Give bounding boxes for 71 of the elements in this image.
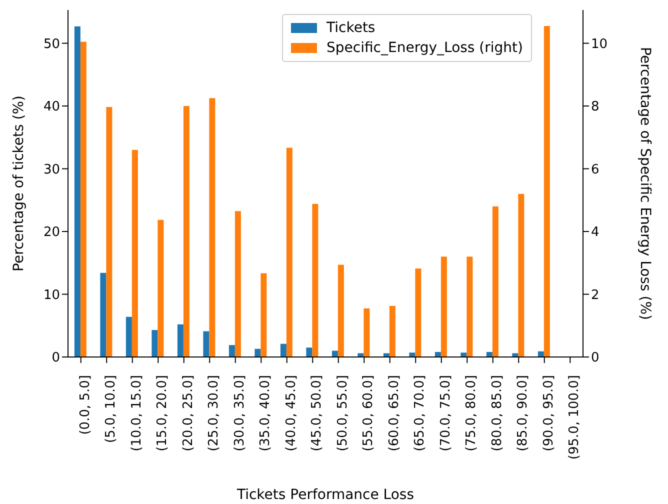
bar (512, 353, 518, 357)
bar (466, 256, 473, 357)
legend-label: Specific_Energy_Loss (right) (326, 39, 523, 58)
bar (434, 352, 441, 357)
bar (158, 220, 164, 357)
y2-tick-label: 4 (591, 225, 600, 240)
bar (177, 324, 184, 357)
y-tick-label: 0 (52, 350, 60, 366)
x-tick-label: (90.0, 95.0] (541, 375, 556, 452)
y-tick-label: 40 (43, 100, 60, 115)
y-tick-label: 10 (43, 288, 60, 303)
y-tick-label: 30 (43, 162, 60, 178)
bar (312, 204, 318, 357)
x-tick-label: (55.0, 60.0] (361, 375, 376, 452)
bar (234, 211, 241, 357)
y2-tick-label: 10 (591, 36, 608, 52)
x-tick-label: (40.0, 45.0] (284, 375, 299, 452)
bar (409, 352, 416, 357)
x-tick-label: (95.0, 100.0] (567, 375, 582, 460)
x-tick-label: (65.0, 70.0] (412, 375, 428, 452)
bar (132, 150, 138, 357)
y2-tick-label: 8 (591, 100, 600, 115)
bar (338, 264, 344, 357)
bar (389, 306, 396, 357)
bar (280, 344, 286, 357)
bar (152, 330, 158, 357)
y-tick-label: 20 (43, 225, 60, 240)
y2-tick-label: 2 (591, 288, 600, 303)
x-tick-label: (25.0, 30.0] (206, 375, 222, 452)
bar (183, 106, 190, 357)
x-tick-label: (60.0, 65.0] (386, 375, 402, 452)
x-tick-label: (20.0, 25.0] (180, 375, 196, 452)
bar (492, 206, 498, 357)
bar (209, 98, 216, 357)
y2-tick-label: 6 (591, 162, 600, 178)
bar (332, 350, 338, 357)
x-tick-label: (45.0, 50.0] (310, 375, 325, 452)
x-tick-label: (50.0, 55.0] (335, 375, 350, 452)
bar (440, 256, 447, 357)
bar (415, 268, 422, 357)
bar (203, 331, 210, 357)
x-tick-label: (0.0, 5.0] (78, 375, 93, 435)
bar (358, 353, 364, 357)
y-axis-title: Percentage of tickets (%) (10, 96, 27, 272)
bar (106, 106, 112, 357)
legend-label: Tickets (326, 19, 376, 38)
bar (228, 345, 235, 357)
x-tick-label: (10.0, 15.0] (129, 375, 144, 452)
x-tick-label: (70.0, 75.0] (438, 375, 454, 452)
x-tick-label: (80.0, 85.0] (490, 375, 505, 452)
bar (518, 194, 524, 357)
x-tick-label: (35.0, 40.0] (258, 375, 274, 452)
x-tick-label: (75.0, 80.0] (464, 375, 480, 452)
x-tick-label: (15.0, 20.0] (155, 375, 170, 452)
bar (544, 26, 550, 357)
y-tick-label: 50 (43, 36, 60, 52)
bar (460, 352, 467, 357)
bar (254, 348, 261, 357)
x-tick-label: (5.0, 10.0] (104, 375, 119, 444)
x-tick-label: (30.0, 35.0] (232, 375, 248, 452)
bar (260, 273, 267, 357)
bar (486, 352, 492, 357)
bar (286, 148, 292, 357)
x-axis-title: Tickets Performance Loss (236, 487, 414, 503)
x-tick-label: (85.0, 90.0] (516, 375, 531, 452)
y2-axis-title: Percentage of Specific Energy Loss (%) (637, 47, 654, 320)
bar (306, 348, 312, 357)
bar (383, 353, 390, 357)
y2-tick-label: 0 (591, 350, 600, 366)
bar (126, 316, 132, 357)
bar (364, 308, 370, 357)
